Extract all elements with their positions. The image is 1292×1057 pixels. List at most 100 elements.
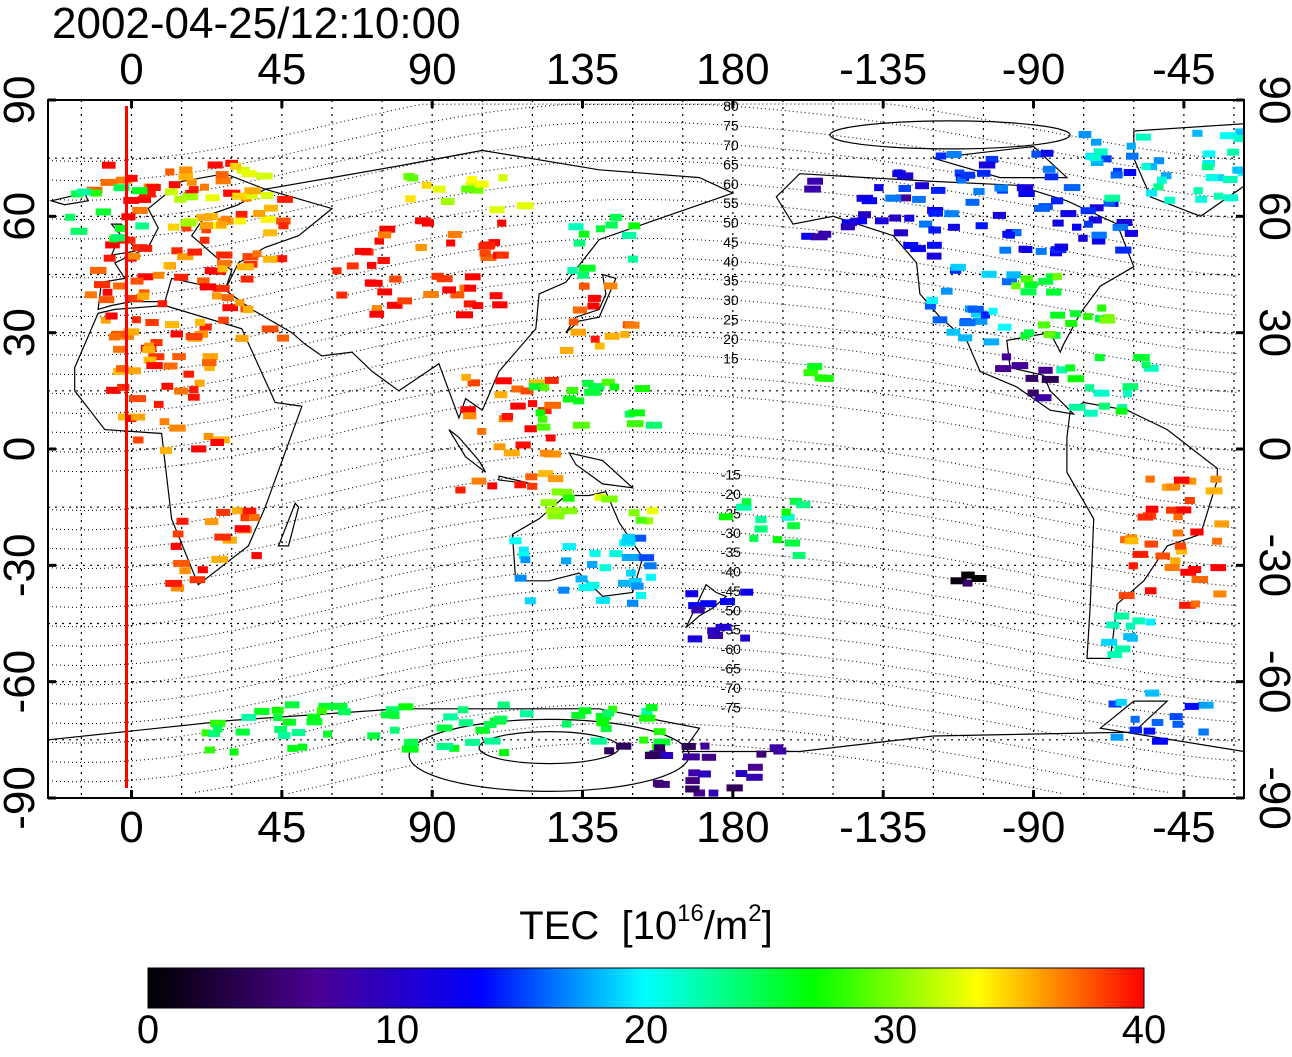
tec-cell [1113,167,1123,175]
tec-cell [1132,617,1145,625]
tec-cell [489,206,505,214]
tec-cell [927,241,942,249]
tec-cell [1018,190,1035,197]
tec-cell [1180,568,1197,576]
tec-cell [241,507,257,515]
tec-cell [199,323,212,331]
tec-cell [1164,196,1176,204]
tec-cell [174,195,187,203]
tec-cell [173,559,190,567]
tec-cell [1027,389,1039,397]
tec-cell [467,379,481,387]
tec-cell [447,231,462,238]
tec-cell [621,537,636,545]
tec-cell [174,387,188,395]
mag-lat-label: -20 [721,486,741,502]
tec-cell [568,318,579,326]
tec-cell [807,177,823,185]
tec-cell [804,185,821,193]
tec-cell [520,710,534,718]
tec-cell [278,222,289,230]
tec-cell [928,226,941,234]
tec-cell [946,151,962,158]
tec-cell [179,567,191,575]
axis-ticks: 0045459090135135180180-135-135-90-90-45-… [0,45,1292,852]
tec-cell [687,635,703,643]
tec-cell [116,365,129,373]
tec-cell [404,738,418,746]
tec-cell [165,579,183,587]
tec-cell [1012,229,1022,237]
tec-cell [1141,163,1151,171]
tec-cell [590,335,600,343]
tec-cell [644,517,654,525]
tec-cell [693,789,706,797]
tec-cell [1190,600,1200,608]
tec-cell [1176,506,1192,514]
tec-cell [528,383,545,391]
colorbar-unit-exp: 16 [677,900,704,927]
tec-cell [605,221,618,229]
tec-cell [973,317,988,325]
tec-cell [653,728,666,736]
colorbar-unit-post: ] [761,904,773,948]
tec-cell [164,188,178,196]
tec-cell [792,552,806,559]
tec-cell [460,406,476,414]
tec-cell [1089,204,1104,212]
tec-cell [1123,169,1137,176]
tec-cell [199,283,217,291]
coastline [74,304,303,586]
tec-cell [1089,154,1102,162]
tec-cell [1232,166,1244,174]
tec-cell [204,746,215,754]
tec-cell [681,742,696,750]
tec-cell [456,311,473,319]
tec-cell [1114,645,1131,653]
tec-cell [1024,281,1038,289]
tec-cell [685,777,700,785]
tec-cell [212,284,230,292]
tec-cell [756,750,767,758]
lon-label-top: 180 [696,45,769,94]
tec-cell [630,534,647,542]
tec-cell [218,316,229,324]
tec-cell [105,312,118,320]
tec-cell [422,219,434,227]
tec-cell [1141,361,1151,369]
mag-lat-label: 30 [723,292,739,308]
tec-cell [278,731,291,739]
tec-cell [216,221,227,229]
tec-cell [1164,564,1180,571]
tec-cell [1153,157,1165,165]
tec-cell [641,708,653,715]
tec-cell [240,275,254,283]
tec-cell [604,332,620,340]
tec-cell [924,302,936,310]
tec-cell [385,706,400,714]
lat-label-right: 60 [1250,192,1292,241]
tec-cell [602,709,615,717]
tec-cell [1144,587,1157,595]
tec-cell [130,277,144,285]
tec-cell [971,310,988,318]
tec-cell [1067,375,1084,383]
tec-cell [599,564,612,572]
mag-lat-label: 65 [723,156,739,172]
tec-cell [137,292,148,300]
coastline [1066,401,1218,659]
tec-cell [1011,362,1029,370]
lon-label-bottom: 135 [546,803,619,852]
tec-cell [545,507,561,514]
tec-cell [495,251,509,259]
tec-cell [148,353,165,361]
tec-cell [65,213,76,221]
tec-cell [898,185,911,192]
tec-cell [1052,272,1062,280]
tec-cell [874,217,889,225]
tec-cell [747,763,763,771]
tec-cell [374,237,384,245]
tec-cell [306,718,323,726]
tec-cell [1104,194,1121,202]
tec-cell [323,730,332,738]
